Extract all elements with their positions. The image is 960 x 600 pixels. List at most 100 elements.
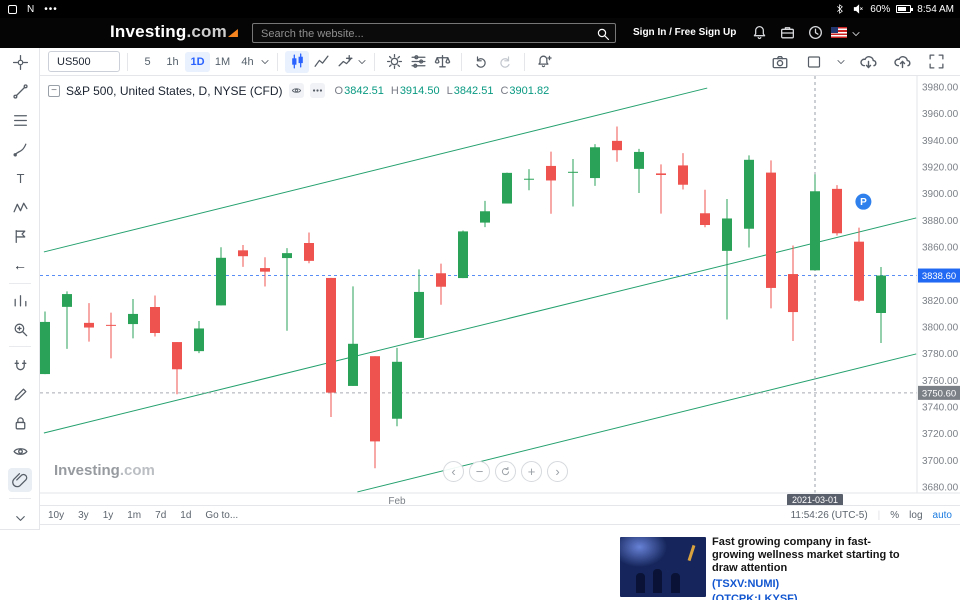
intervals-chevron-icon[interactable] [260, 57, 270, 67]
candlestick-chart-icon [291, 53, 303, 69]
investing-logo[interactable]: Investing.com [110, 22, 238, 42]
layout-button[interactable] [802, 51, 826, 73]
zoom-tool[interactable] [8, 317, 32, 341]
percent-scale-toggle[interactable]: % [890, 509, 900, 521]
compare-chevron-icon[interactable] [357, 57, 367, 67]
svg-text:2021-03-01: 2021-03-01 [792, 495, 838, 505]
us-flag-icon[interactable] [831, 27, 847, 38]
ad-figure [636, 573, 645, 593]
range-7d[interactable]: 7d [155, 509, 167, 521]
fib-retracement-tool[interactable] [8, 108, 32, 132]
range-1y[interactable]: 1y [102, 509, 114, 521]
site-header: Investing.com Sign In / Free Sign Up [0, 18, 960, 48]
range-1d[interactable]: 1d [180, 509, 192, 521]
save-layout-button[interactable] [890, 51, 914, 73]
interval-5m[interactable]: 5 [144, 55, 151, 68]
chart-type-line-button[interactable] [309, 51, 333, 73]
pencil-icon [14, 388, 26, 400]
toolbar-divider [277, 52, 278, 71]
battery-icon [896, 5, 914, 13]
scroll-left-button[interactable]: ‹ [443, 461, 464, 482]
clock-readout[interactable]: 11:54:26 (UTC-5) [790, 509, 868, 521]
recent-quotes-clock-icon[interactable] [807, 24, 824, 41]
legend-more-button[interactable] [309, 83, 325, 98]
brush-tool[interactable] [8, 137, 32, 161]
eye-icon [291, 88, 301, 93]
toolbar-divider [461, 52, 462, 71]
range-1m[interactable]: 1m [127, 509, 142, 521]
settings-button[interactable] [382, 51, 406, 73]
magnet-tool[interactable] [8, 354, 32, 378]
layout-chevron-icon[interactable] [836, 57, 846, 67]
chart-type-candles-button[interactable] [285, 50, 309, 73]
notifications-bell-icon[interactable] [751, 24, 768, 41]
interval-4h[interactable]: 4h [241, 55, 254, 68]
back-tool[interactable]: ← [8, 253, 32, 277]
fullscreen-button[interactable] [924, 51, 948, 73]
auto-scale-toggle[interactable]: auto [932, 509, 952, 521]
range-3y[interactable]: 3y [78, 509, 89, 521]
undo-arrow-icon [476, 55, 486, 68]
search-icon[interactable] [595, 26, 611, 42]
forecast-tool[interactable] [8, 224, 32, 248]
compare-button[interactable] [333, 51, 357, 73]
lock-icon [15, 416, 25, 429]
log-scale-toggle[interactable]: log [909, 509, 923, 521]
language-chevron-icon[interactable] [851, 29, 861, 39]
price-chart[interactable]: 3980.00 3960.00 3940.00 3920.00 3900.00 3880.… [40, 76, 960, 505]
redo-button[interactable] [493, 51, 517, 73]
svg-text:3780.00: 3780.00 [922, 349, 959, 360]
ad-headline[interactable]: Fast growing company in fast-growing wel… [712, 536, 900, 575]
objects-tree-button[interactable] [430, 51, 454, 73]
trend-line-icon [12, 83, 28, 99]
refresh-icon [501, 467, 510, 476]
ad-text: Fast growing company in fast-growing wel… [712, 536, 912, 600]
hide-drawings-tool[interactable] [8, 439, 32, 463]
legend-collapse-icon[interactable]: − [48, 84, 60, 97]
undo-button[interactable] [469, 51, 493, 73]
portfolio-icon[interactable] [779, 24, 796, 41]
scroll-right-button[interactable]: › [547, 461, 568, 482]
alert-button[interactable] [532, 51, 556, 73]
legend-visibility-button[interactable] [288, 83, 304, 98]
drawing-mode-tool[interactable] [8, 382, 32, 406]
chevron-left-icon: ‹ [451, 464, 456, 479]
symbol-input[interactable]: US500 [48, 51, 120, 72]
collapse-toolbar-button[interactable] [8, 506, 32, 530]
attach-tool[interactable] [8, 468, 32, 492]
text-tool[interactable]: T [8, 166, 32, 190]
ad-ticker-link-1[interactable]: (TSXV:NUMI) [712, 577, 780, 590]
reset-view-button[interactable] [495, 461, 516, 482]
ad-image[interactable] [620, 537, 706, 597]
toolbar-divider [374, 52, 375, 71]
crosshair-tool[interactable] [8, 50, 32, 74]
cloud-download-icon [859, 56, 876, 69]
svg-text:3760.00: 3760.00 [922, 376, 959, 387]
eye-icon [12, 447, 28, 455]
search-input[interactable] [253, 25, 615, 43]
trend-line-tool[interactable] [8, 79, 32, 103]
battery-percent: 60% [870, 3, 891, 15]
ad-figure [653, 569, 662, 593]
interval-1d[interactable]: 1D [185, 51, 210, 72]
measure-tool[interactable] [8, 288, 32, 312]
zoom-in-button[interactable]: + [521, 461, 542, 482]
bar-measure-icon [14, 294, 26, 306]
svg-text:3940.00: 3940.00 [922, 136, 959, 147]
ad-ticker-link-2[interactable]: (OTCPK:LKYSF) [712, 592, 798, 600]
go-to-date[interactable]: Go to... [205, 509, 239, 521]
interval-1h[interactable]: 1h [166, 55, 179, 68]
lock-drawings-tool[interactable] [8, 411, 32, 435]
indicators-button[interactable] [406, 51, 430, 73]
svg-text:3820.00: 3820.00 [922, 296, 959, 307]
svg-text:3838.60: 3838.60 [922, 271, 956, 282]
layout-square-icon [807, 55, 821, 68]
snapshot-button[interactable] [768, 51, 792, 73]
sign-in-link[interactable]: Sign In / Free Sign Up [633, 27, 737, 38]
chart-pane: 3980.00 3960.00 3940.00 3920.00 3900.00 3880.… [40, 76, 960, 505]
range-10y[interactable]: 10y [48, 509, 65, 521]
interval-1m[interactable]: 1M [214, 55, 231, 68]
load-layout-button[interactable] [856, 51, 880, 73]
xabcd-pattern-tool[interactable] [8, 195, 32, 219]
zoom-out-button[interactable]: − [469, 461, 490, 482]
